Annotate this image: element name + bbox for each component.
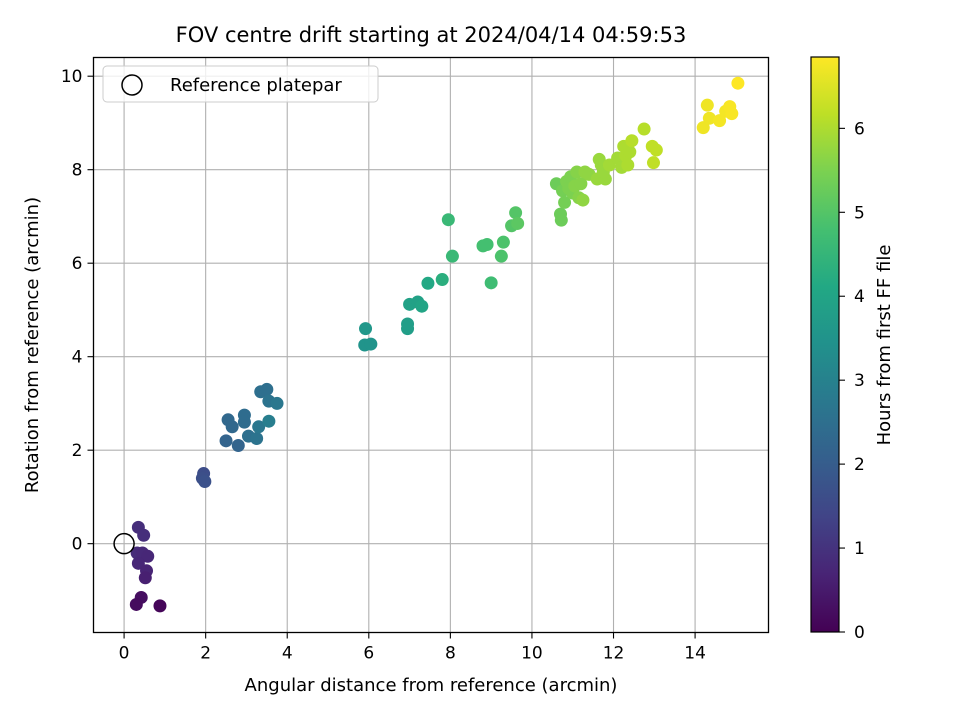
data-point [621,158,635,172]
colorbar-tick-label: 3 [854,371,865,391]
y-tick-label: 6 [72,254,83,274]
data-point [496,235,510,249]
data-point [625,134,639,148]
data-point [576,193,590,207]
data-point [270,396,284,410]
data-point [649,143,663,157]
y-tick-label: 10 [61,67,83,87]
data-point [225,420,239,434]
data-point [511,216,525,230]
data-point [480,237,494,251]
data-point [435,273,449,287]
plot-frame [92,56,770,634]
data-point [260,382,274,396]
data-point [129,597,143,611]
y-tick-label: 0 [72,535,83,555]
data-point [731,76,745,90]
y-axis-ticks: 0 2 4 6 8 10 [61,67,94,555]
data-point [702,111,716,125]
data-point [509,206,523,220]
x-axis-ticks: 0 2 4 6 8 10 12 14 [119,632,706,664]
x-tick-label: 12 [603,644,625,664]
colorbar: 0 1 2 3 4 5 6 Hours from first FF file [810,56,895,643]
legend-box [102,65,379,103]
data-point [637,122,651,136]
x-tick-label: 6 [363,644,374,664]
data-point [696,121,710,135]
reference-marker [113,532,135,555]
data-point [231,439,245,453]
legend: Reference platepar [102,65,379,103]
x-tick-label: 2 [200,644,211,664]
data-point [252,420,266,434]
y-tick-label: 4 [72,348,83,368]
data-points [129,76,745,613]
colorbar-ticks: 0 1 2 3 4 5 6 [839,119,865,643]
data-point [725,107,739,121]
data-point [421,276,435,290]
x-tick-label: 4 [282,644,293,664]
data-point [713,114,727,128]
data-point [445,249,459,263]
data-point [441,213,455,227]
data-point [137,528,151,542]
data-point [138,571,152,585]
grid-lines [93,57,769,633]
data-point [141,549,155,563]
colorbar-tick-label: 0 [854,623,865,643]
colorbar-tick-label: 1 [854,539,865,559]
colorbar-tick-label: 4 [854,287,865,307]
data-point [646,156,660,170]
colorbar-tick-label: 2 [854,455,865,475]
x-tick-label: 14 [684,644,706,664]
data-point [250,431,264,445]
x-tick-label: 0 [119,644,130,664]
reference-point [113,532,135,555]
data-point [494,249,508,263]
colorbar-gradient [810,56,840,633]
data-point [401,322,415,336]
data-point [554,213,568,227]
data-point [623,145,637,159]
colorbar-tick-label: 6 [854,119,865,139]
colorbar-tick-label: 5 [854,203,865,223]
data-point [558,195,572,209]
data-point [198,475,212,489]
x-axis-label: Angular distance from reference (arcmin) [245,675,618,696]
chart-title: FOV centre drift starting at 2024/04/14 … [176,23,687,47]
x-tick-label: 8 [445,644,456,664]
data-point [574,177,588,191]
data-point [262,414,276,428]
data-point [237,415,251,429]
y-tick-label: 8 [72,161,83,181]
y-tick-label: 2 [72,441,83,461]
data-point [364,337,378,351]
colorbar-label: Hours from first FF file [874,245,895,446]
y-axis-label: Rotation from reference (arcmin) [22,197,43,493]
data-point [700,98,714,112]
data-point [219,434,233,448]
data-point [359,322,373,336]
legend-label-reference: Reference platepar [170,75,342,96]
data-point [415,299,429,313]
legend-marker-reference [121,74,143,96]
x-tick-label: 10 [521,644,543,664]
data-point [153,599,167,613]
data-point [484,276,498,290]
